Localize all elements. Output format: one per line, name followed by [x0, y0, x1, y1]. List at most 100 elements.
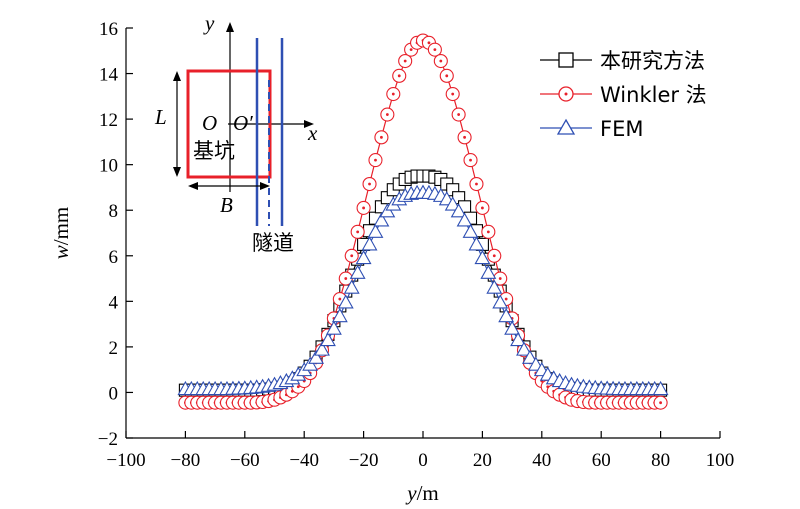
series-triangle [177, 184, 669, 396]
x-tick-label: −80 [171, 450, 201, 471]
x-tick-label: −40 [289, 450, 319, 471]
inset-y-label: y [203, 11, 215, 35]
series-circle [178, 33, 668, 410]
data-point [652, 380, 669, 396]
data-point-dot [350, 254, 354, 258]
x-tick-label: 40 [532, 450, 551, 471]
data-point [486, 279, 503, 294]
data-point-dot [362, 206, 365, 210]
data-point-dot [356, 230, 360, 234]
data-point-dot [344, 277, 348, 280]
y-tick-label: 16 [99, 19, 118, 40]
data-point-dot [463, 135, 466, 139]
x-tick-label: 100 [706, 450, 735, 471]
data-point [444, 196, 461, 211]
x-ticks: −100 −80 −60 −40 −20 0 20 40 60 80 100 [106, 431, 734, 471]
data-point [373, 212, 390, 227]
data-point-dot [409, 48, 413, 52]
data-point-dot [391, 92, 395, 96]
y-tick-label: 4 [109, 292, 119, 313]
x-tick-label: −100 [106, 450, 145, 471]
data-point-dot [486, 230, 490, 234]
data-point [492, 294, 509, 309]
legend-item-method: 本研究方法 [540, 49, 705, 73]
data-point-dot [504, 297, 508, 301]
y-axis-label: w/mm [49, 207, 73, 260]
svg-text:Winkler 法: Winkler 法 [600, 83, 707, 107]
data-point [355, 249, 372, 265]
data-point-dot [427, 41, 431, 45]
y-tick-label: 2 [109, 338, 119, 359]
data-point [302, 356, 319, 371]
x-axis-label: y/m [405, 481, 439, 505]
inset-x-label: x [307, 121, 318, 145]
inset-l-label: L [154, 105, 167, 129]
data-point-dot [451, 92, 455, 96]
data-point-dot [338, 297, 342, 301]
y-ticks: −2 0 2 4 6 8 10 12 14 16 [98, 19, 133, 450]
data-point-dot [445, 74, 449, 78]
y-tick-label: 10 [99, 156, 118, 177]
inset-tunnel-label: 隧道 [252, 231, 294, 255]
data-point-dot [457, 113, 461, 116]
data-point [480, 264, 497, 279]
x-tick-label: −60 [230, 450, 260, 471]
data-point [474, 249, 491, 265]
x-tick-label: 60 [592, 450, 611, 471]
inset-origin-prime: O′ [233, 111, 253, 135]
y-tick-label: 12 [99, 110, 118, 131]
data-point [308, 349, 325, 364]
data-point-dot [403, 59, 407, 63]
data-point-dot [385, 113, 389, 116]
data-point [314, 341, 330, 356]
data-point [337, 294, 354, 309]
data-point [504, 320, 521, 335]
inset-pit-label: 基坑 [193, 139, 235, 163]
y-tick-label: 0 [109, 383, 119, 404]
x-tick-label: 80 [651, 450, 670, 471]
data-point [320, 331, 336, 347]
data-point-dot [492, 254, 496, 258]
data-point [361, 236, 378, 251]
data-point [450, 203, 467, 218]
data-point [367, 223, 384, 238]
data-point [462, 223, 479, 238]
data-point-dot [498, 277, 502, 280]
data-point [343, 279, 360, 294]
data-point [510, 331, 526, 347]
data-point [521, 349, 538, 364]
svg-text:FEM: FEM [600, 117, 643, 141]
legend: 本研究方法 Winkler 法 FEM [540, 49, 707, 141]
y-tick-label: −2 [98, 429, 118, 450]
svg-text:本研究方法: 本研究方法 [600, 49, 705, 73]
series-square [178, 169, 668, 397]
data-point-dot [475, 182, 478, 186]
data-point-dot [374, 158, 377, 162]
y-tick-label: 14 [99, 65, 119, 86]
data-point [379, 203, 396, 218]
data-point [498, 308, 515, 323]
data-point-dot [380, 135, 383, 139]
data-point [516, 341, 532, 356]
x-tick-label: −20 [349, 450, 379, 471]
x-tick-label: 0 [418, 450, 428, 471]
data-point [468, 236, 485, 251]
legend-item-winkler: Winkler 法 [540, 83, 707, 107]
data-point-dot [433, 48, 437, 52]
series-layer [177, 33, 669, 410]
data-point [331, 308, 348, 323]
y-tick-label: 6 [109, 247, 119, 268]
inset-diagram: y x O O′ 基坑 隧道 L B [154, 11, 318, 255]
inset-origin: O [202, 111, 217, 135]
data-point-dot [397, 74, 401, 78]
data-point [349, 264, 366, 279]
data-point-dot [469, 158, 472, 162]
data-point-dot [296, 385, 300, 389]
data-point-dot [439, 59, 443, 63]
legend-item-fem: FEM [540, 117, 643, 141]
data-point [456, 212, 473, 227]
x-tick-label: 20 [473, 450, 492, 471]
data-point-dot [659, 401, 662, 405]
data-point-dot [481, 206, 484, 210]
